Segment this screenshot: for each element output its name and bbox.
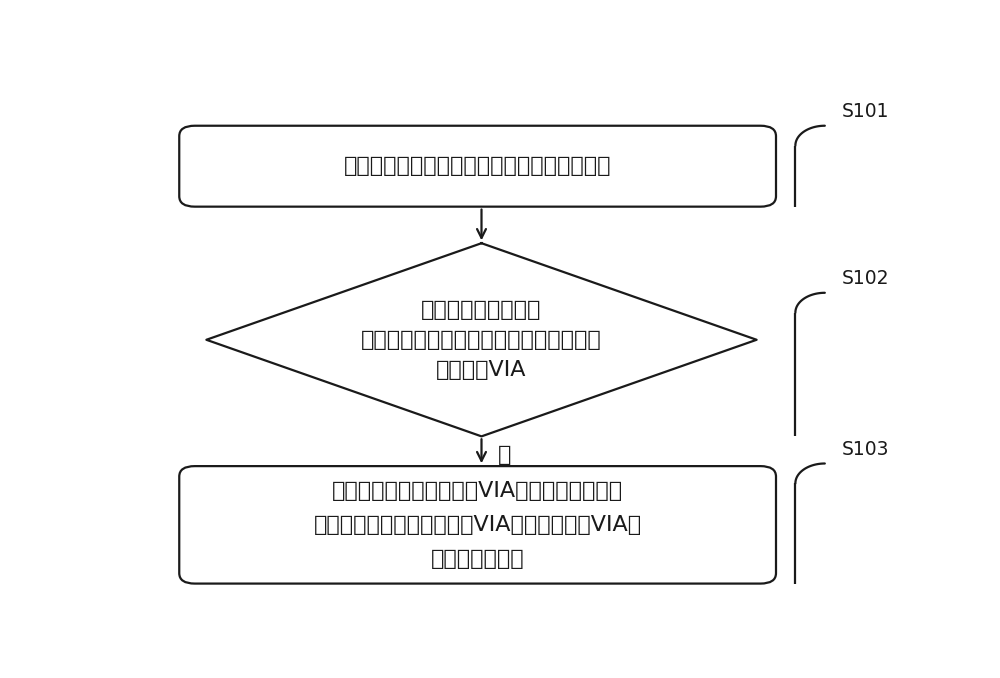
Text: 获取用于表征芯片版图的静电释放的分析结果: 获取用于表征芯片版图的静电释放的分析结果 [344, 156, 611, 176]
Text: S102: S102 [842, 269, 889, 288]
Text: 目标通孔VIA: 目标通孔VIA [436, 360, 527, 380]
Text: S103: S103 [842, 440, 889, 459]
FancyBboxPatch shape [179, 466, 776, 584]
Text: 对所述芯片版图中的通孔VIA网络的排布进行优: 对所述芯片版图中的通孔VIA网络的排布进行优 [332, 481, 623, 501]
FancyBboxPatch shape [179, 125, 776, 207]
Text: 是: 是 [498, 445, 511, 465]
Text: 基于所述分析结果，: 基于所述分析结果， [421, 300, 542, 319]
Text: 查找是否存在电流值大于第一预设阈值的: 查找是否存在电流值大于第一预设阈值的 [361, 330, 602, 350]
Text: S101: S101 [842, 102, 889, 121]
Text: 化，以使流经优化后的通孔VIA网络中的通孔VIA的: 化，以使流经优化后的通孔VIA网络中的通孔VIA的 [314, 515, 642, 535]
Text: 最大电流值变小: 最大电流值变小 [431, 549, 524, 569]
